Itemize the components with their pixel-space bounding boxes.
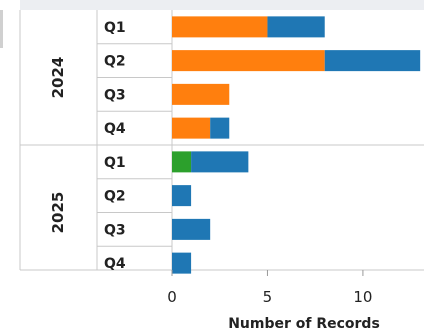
bar-2024-Q2-series1 bbox=[172, 50, 325, 72]
quarter-label-2025-Q1: Q1 bbox=[104, 155, 126, 171]
bar-2024-Q1-series2 bbox=[267, 16, 325, 38]
bar-2025-Q1-series0 bbox=[172, 151, 192, 173]
bars bbox=[172, 16, 421, 274]
x-tick-label-10: 10 bbox=[353, 288, 372, 306]
x-tick-label-0: 0 bbox=[167, 288, 177, 306]
quarter-label-2025-Q2: Q2 bbox=[104, 189, 126, 205]
bar-2024-Q3-series1 bbox=[172, 83, 230, 105]
left-edge-mark bbox=[0, 10, 3, 48]
bar-2025-Q4-series2 bbox=[172, 252, 192, 274]
x-tick-label-5: 5 bbox=[263, 288, 273, 306]
quarter-label-2025-Q3: Q3 bbox=[104, 222, 126, 238]
bar-2024-Q2-series2 bbox=[324, 50, 421, 72]
bar-2025-Q1-series2 bbox=[191, 151, 249, 173]
quarter-label-2024-Q1: Q1 bbox=[104, 20, 126, 36]
quarter-label-2025-Q4: Q4 bbox=[104, 256, 126, 272]
bar-2024-Q4-series2 bbox=[210, 117, 230, 139]
year-label-2025: 2025 bbox=[49, 192, 67, 234]
quarter-labels: Q1 Q2 Q3 Q4 Q1 Q2 Q3 Q4 bbox=[104, 20, 126, 272]
chart-frame bbox=[19, 10, 424, 271]
year-labels: 2024 2025 bbox=[49, 57, 67, 234]
x-axis: 0 5 10 bbox=[167, 270, 372, 306]
x-axis-title: Number of Records bbox=[228, 316, 380, 332]
bar-2024-Q1-series1 bbox=[172, 16, 268, 38]
quarter-label-2024-Q4: Q4 bbox=[104, 121, 126, 137]
bar-2024-Q4-series1 bbox=[172, 117, 211, 139]
bar-2025-Q2-series2 bbox=[172, 185, 192, 207]
quarter-label-2024-Q3: Q3 bbox=[104, 87, 126, 103]
bar-2025-Q3-series2 bbox=[172, 218, 211, 240]
top-band bbox=[20, 0, 424, 10]
quarter-label-2024-Q2: Q2 bbox=[104, 54, 126, 70]
year-label-2024: 2024 bbox=[49, 57, 67, 99]
